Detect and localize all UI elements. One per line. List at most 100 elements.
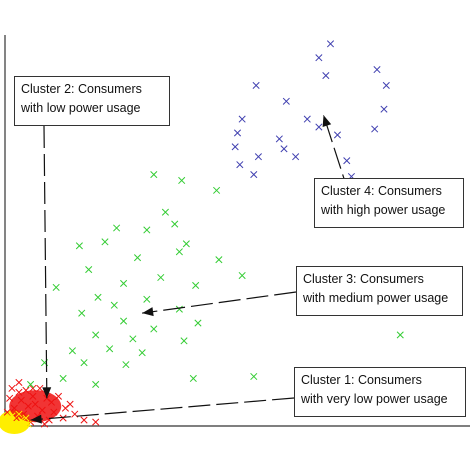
callout-cluster-2-line-2: with low power usage — [21, 101, 141, 115]
data-point — [92, 331, 100, 339]
data-point — [303, 115, 311, 123]
data-point — [17, 416, 25, 424]
data-point — [143, 295, 151, 303]
data-point — [36, 384, 44, 392]
data-point — [252, 81, 260, 89]
data-point — [157, 273, 165, 282]
data-point — [143, 226, 151, 234]
data-point — [29, 384, 37, 392]
data-point — [6, 418, 14, 426]
data-point — [10, 404, 18, 412]
data-point — [180, 337, 188, 345]
data-point — [150, 170, 158, 179]
callout-cluster-2: Cluster 2: Consumers with low power usag… — [14, 76, 170, 126]
data-point — [3, 422, 11, 430]
data-point — [182, 240, 190, 248]
callout-cluster-1-line-2: with very low power usage — [301, 392, 448, 406]
arrowhead — [142, 307, 154, 317]
data-point — [282, 97, 290, 105]
data-point — [280, 145, 288, 153]
data-point — [38, 406, 46, 414]
data-point — [110, 301, 118, 309]
data-point — [122, 361, 130, 369]
callout-cluster-3-line-1: Cluster 3: Consumers — [303, 272, 424, 286]
data-point — [238, 115, 246, 123]
data-point — [396, 331, 404, 339]
data-point — [80, 359, 88, 367]
data-point — [233, 129, 242, 137]
callout-cluster-4-line-1: Cluster 4: Consumers — [321, 184, 442, 198]
data-point — [78, 309, 86, 317]
data-point — [373, 66, 381, 74]
data-point — [215, 256, 223, 264]
cluster-2-mass — [9, 390, 62, 423]
data-point — [24, 420, 32, 428]
callout-cluster-4-line-2: with high power usage — [321, 203, 446, 217]
data-point — [31, 400, 39, 408]
callout-cluster-2-line-1: Cluster 2: Consumers — [21, 82, 142, 96]
data-point — [8, 412, 16, 420]
data-point — [24, 402, 32, 410]
data-point — [238, 271, 246, 280]
data-point — [66, 400, 74, 408]
data-point — [326, 40, 335, 48]
data-point — [371, 125, 379, 133]
data-point — [322, 71, 330, 80]
leader-line — [30, 397, 295, 421]
data-point — [22, 414, 30, 422]
data-point — [15, 378, 23, 386]
data-point — [250, 170, 258, 179]
data-point — [40, 420, 49, 428]
data-point — [175, 305, 183, 313]
data-point — [380, 105, 388, 113]
data-point — [15, 410, 23, 418]
callout-cluster-3: Cluster 3: Consumers with medium power u… — [296, 266, 463, 316]
data-point — [171, 220, 179, 228]
data-point — [6, 394, 14, 402]
callout-cluster-1-line-1: Cluster 1: Consumers — [301, 373, 422, 387]
series-1 — [27, 170, 404, 388]
series-0 — [231, 40, 390, 181]
data-point — [129, 335, 137, 343]
data-point — [192, 281, 200, 289]
data-point — [315, 123, 323, 131]
data-point — [8, 384, 16, 392]
data-point — [120, 279, 128, 287]
data-point — [175, 248, 183, 256]
data-point — [101, 238, 109, 246]
data-point — [133, 254, 142, 262]
data-point — [343, 157, 351, 165]
data-point — [194, 319, 202, 327]
data-point — [106, 345, 114, 353]
data-point — [250, 372, 258, 381]
data-point — [52, 283, 60, 291]
data-point — [59, 374, 67, 383]
leader-line — [43, 125, 48, 399]
data-point — [80, 416, 88, 424]
data-point — [382, 81, 390, 89]
data-point — [161, 208, 169, 216]
data-point — [189, 374, 197, 383]
arrowhead — [30, 414, 42, 424]
data-point — [120, 317, 128, 325]
data-point — [113, 224, 121, 232]
data-point — [75, 242, 83, 250]
data-point — [254, 153, 262, 161]
data-point — [54, 392, 63, 400]
data-point — [29, 392, 37, 400]
callout-cluster-1: Cluster 1: Consumers with very low power… — [294, 367, 466, 417]
data-point — [138, 349, 146, 357]
callout-cluster-3-line-2: with medium power usage — [303, 291, 449, 305]
marks-layer — [0, 40, 404, 435]
data-point — [15, 388, 23, 396]
arrowhead — [322, 115, 332, 127]
leader-line — [142, 291, 297, 314]
data-point — [292, 153, 300, 161]
series-2 — [3, 378, 100, 428]
arrowhead — [42, 387, 52, 399]
data-point — [85, 266, 93, 274]
data-point — [236, 161, 244, 169]
data-point — [59, 414, 67, 422]
data-point — [150, 325, 158, 333]
data-point — [68, 347, 76, 355]
